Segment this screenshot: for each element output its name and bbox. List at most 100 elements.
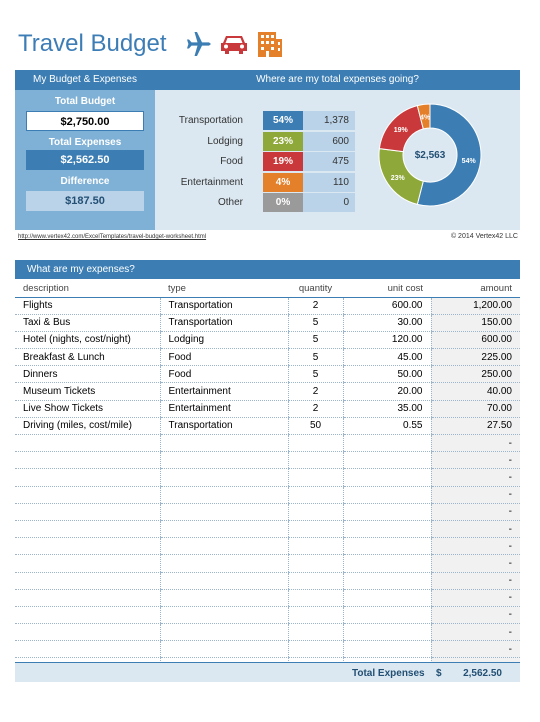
row-description[interactable] xyxy=(15,451,160,470)
row-type[interactable]: Lodging xyxy=(159,331,288,350)
row-quantity[interactable] xyxy=(287,640,343,659)
row-amount: 70.00 xyxy=(430,400,520,418)
row-description[interactable]: Taxi & Bus xyxy=(15,314,160,332)
row-amount: - xyxy=(430,451,520,470)
row-type[interactable] xyxy=(159,554,288,573)
row-type[interactable] xyxy=(159,468,288,487)
row-quantity[interactable]: 5 xyxy=(287,331,343,350)
row-quantity[interactable] xyxy=(287,554,343,573)
row-type[interactable]: Transportation xyxy=(159,417,288,436)
row-unit-cost[interactable] xyxy=(342,606,431,625)
row-type[interactable]: Entertainment xyxy=(159,382,288,401)
row-description[interactable]: Dinners xyxy=(15,365,160,384)
row-unit-cost[interactable] xyxy=(342,640,431,659)
row-description[interactable] xyxy=(15,468,160,487)
row-description[interactable] xyxy=(15,623,160,642)
row-type[interactable]: Transportation xyxy=(159,297,288,315)
row-type[interactable]: Food xyxy=(159,348,288,367)
row-quantity[interactable] xyxy=(287,503,343,521)
row-unit-cost[interactable] xyxy=(342,451,431,470)
table-row: Museum Tickets Entertainment 2 20.00 40.00 xyxy=(15,382,520,401)
row-type[interactable] xyxy=(159,572,288,590)
row-quantity[interactable] xyxy=(287,606,343,625)
table-row: - xyxy=(15,537,520,556)
row-unit-cost[interactable]: 50.00 xyxy=(342,365,431,384)
row-unit-cost[interactable] xyxy=(342,537,431,556)
row-unit-cost[interactable] xyxy=(342,468,431,487)
row-type[interactable] xyxy=(159,589,288,607)
category-percent: 54% xyxy=(263,111,303,130)
donut-slice-label: 54% xyxy=(462,158,477,165)
row-description[interactable]: Driving (miles, cost/mile) xyxy=(15,417,160,436)
row-quantity[interactable]: 5 xyxy=(287,365,343,384)
row-quantity[interactable] xyxy=(287,434,343,453)
row-description[interactable] xyxy=(15,554,160,573)
row-unit-cost[interactable] xyxy=(342,503,431,521)
row-type[interactable] xyxy=(159,503,288,521)
row-quantity[interactable] xyxy=(287,451,343,470)
row-description[interactable]: Breakfast & Lunch xyxy=(15,348,160,367)
row-quantity[interactable]: 50 xyxy=(287,417,343,436)
template-link[interactable]: http://www.vertex42.com/ExcelTemplates/t… xyxy=(18,234,207,240)
row-description[interactable] xyxy=(15,640,160,659)
row-unit-cost[interactable]: 600.00 xyxy=(342,297,431,315)
total-budget-input[interactable]: $2,750.00 xyxy=(26,111,144,131)
row-quantity[interactable] xyxy=(287,468,343,487)
row-unit-cost[interactable] xyxy=(342,623,431,642)
row-unit-cost[interactable] xyxy=(342,554,431,573)
row-quantity[interactable] xyxy=(287,537,343,556)
row-type[interactable] xyxy=(159,623,288,642)
row-unit-cost[interactable]: 120.00 xyxy=(342,331,431,350)
row-unit-cost[interactable] xyxy=(342,486,431,504)
row-type[interactable]: Food xyxy=(159,365,288,384)
row-description[interactable]: Live Show Tickets xyxy=(15,400,160,418)
row-description[interactable] xyxy=(15,537,160,556)
row-quantity[interactable] xyxy=(287,572,343,590)
row-quantity[interactable] xyxy=(287,520,343,539)
row-quantity[interactable] xyxy=(287,486,343,504)
col-unit-cost: unit cost xyxy=(343,281,431,298)
row-quantity[interactable]: 2 xyxy=(287,297,343,315)
row-unit-cost[interactable] xyxy=(342,572,431,590)
row-unit-cost[interactable]: 30.00 xyxy=(342,314,431,332)
row-type[interactable]: Entertainment xyxy=(159,400,288,418)
row-quantity[interactable]: 5 xyxy=(287,348,343,367)
row-quantity[interactable]: 5 xyxy=(287,314,343,332)
row-description[interactable]: Museum Tickets xyxy=(15,382,160,401)
row-quantity[interactable]: 2 xyxy=(287,382,343,401)
row-type[interactable] xyxy=(159,486,288,504)
row-type[interactable] xyxy=(159,520,288,539)
row-amount: 250.00 xyxy=(430,365,520,384)
row-unit-cost[interactable]: 20.00 xyxy=(342,382,431,401)
row-description[interactable] xyxy=(15,572,160,590)
total-expenses-footer-label: Total Expenses xyxy=(352,668,425,679)
row-unit-cost[interactable]: 0.55 xyxy=(342,417,431,436)
row-description[interactable]: Flights xyxy=(15,297,160,315)
table-row: - xyxy=(15,640,520,659)
row-type[interactable] xyxy=(159,537,288,556)
row-unit-cost[interactable] xyxy=(342,589,431,607)
row-unit-cost[interactable]: 45.00 xyxy=(342,348,431,367)
row-description[interactable] xyxy=(15,486,160,504)
row-quantity[interactable] xyxy=(287,623,343,642)
category-label: Transportation xyxy=(178,115,243,126)
total-expenses-row: Total Expenses $ 2,562.50 xyxy=(15,662,520,682)
row-unit-cost[interactable] xyxy=(342,520,431,539)
row-description[interactable] xyxy=(15,434,160,453)
row-quantity[interactable]: 2 xyxy=(287,400,343,418)
row-type[interactable] xyxy=(159,640,288,659)
row-type[interactable] xyxy=(159,451,288,470)
row-description[interactable] xyxy=(15,520,160,539)
table-row: - xyxy=(15,554,520,573)
row-type[interactable] xyxy=(159,434,288,453)
row-description[interactable] xyxy=(15,503,160,521)
row-quantity[interactable] xyxy=(287,589,343,607)
row-type[interactable]: Transportation xyxy=(159,314,288,332)
row-description[interactable] xyxy=(15,589,160,607)
row-description[interactable]: Hotel (nights, cost/night) xyxy=(15,331,160,350)
row-unit-cost[interactable] xyxy=(342,434,431,453)
row-type[interactable] xyxy=(159,606,288,625)
row-description[interactable] xyxy=(15,606,160,625)
table-row: - xyxy=(15,520,520,539)
row-unit-cost[interactable]: 35.00 xyxy=(342,400,431,418)
